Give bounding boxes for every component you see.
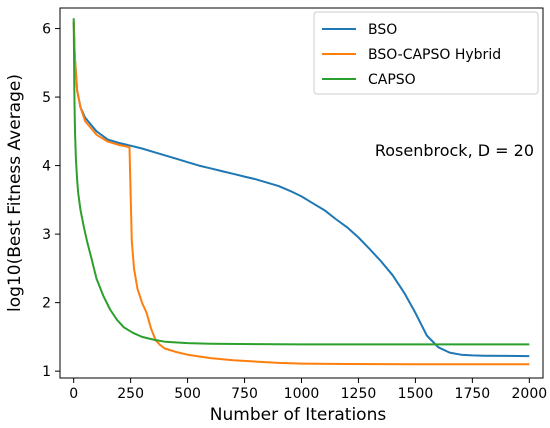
y-tick-label: 2 bbox=[42, 296, 51, 312]
x-tick-label: 1500 bbox=[398, 386, 434, 402]
y-tick-label: 1 bbox=[42, 364, 51, 380]
legend-label-0: BSO bbox=[368, 22, 397, 38]
ticks-layer: 0 250 500 750 1000 1250 1500 1750 2000 1 2 3 4 5 6 bbox=[42, 22, 547, 402]
legend-label-2: CAPSO bbox=[368, 72, 416, 88]
legend-box bbox=[313, 11, 539, 95]
x-tick-label: 750 bbox=[231, 386, 258, 402]
legend: BSO BSO-CAPSO Hybrid CAPSO bbox=[313, 11, 539, 95]
y-axis-label: log10(Best Fitness Average) bbox=[5, 74, 25, 312]
y-tick-label: 5 bbox=[42, 90, 51, 106]
legend-label-1: BSO-CAPSO Hybrid bbox=[368, 47, 501, 63]
y-tick-label: 4 bbox=[42, 159, 51, 175]
x-tick-label: 1000 bbox=[284, 386, 320, 402]
x-tick-label: 2000 bbox=[512, 386, 548, 402]
chart-annotation: Rosenbrock, D = 20 bbox=[375, 141, 534, 160]
x-tick-label: 250 bbox=[117, 386, 144, 402]
series-layer bbox=[72, 18, 530, 366]
x-tick-label: 1250 bbox=[341, 386, 377, 402]
x-tick-label: 0 bbox=[69, 386, 78, 402]
x-axis-label: Number of Iterations bbox=[210, 405, 387, 425]
series-line-1 bbox=[72, 21, 530, 366]
series-line-2 bbox=[72, 18, 530, 346]
series-line-0 bbox=[72, 21, 530, 358]
x-tick-label: 500 bbox=[174, 386, 201, 402]
y-tick-label: 6 bbox=[42, 22, 51, 38]
x-tick-label: 1750 bbox=[455, 386, 491, 402]
y-tick-label: 3 bbox=[42, 227, 51, 243]
